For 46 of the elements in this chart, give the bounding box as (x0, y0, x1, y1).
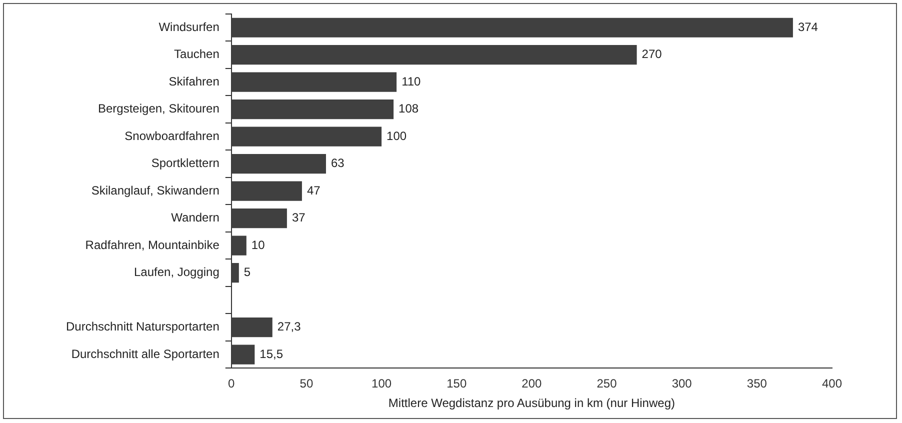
bar (231, 236, 246, 256)
data-label: 10 (251, 238, 266, 252)
bar (231, 154, 326, 174)
data-label: 108 (398, 102, 419, 116)
y-tick-label: Durchschnitt alle Sportarten (71, 346, 220, 361)
data-label: 270 (642, 47, 662, 62)
x-tick-label: 100 (372, 376, 392, 391)
bar (231, 208, 287, 228)
x-tick-label: 0 (228, 376, 236, 391)
data-label: 100 (386, 128, 407, 143)
bar (231, 126, 382, 146)
data-label: 110 (402, 74, 422, 88)
x-tick-label: 200 (522, 376, 542, 391)
bar (231, 318, 272, 338)
x-tick-label: 400 (822, 376, 842, 391)
y-tick-label: Radfahren, Mountainbike (85, 238, 220, 252)
bar (231, 100, 394, 120)
y-tick-label: Skilanglauf, Skiwandern (91, 183, 220, 198)
data-label: 374 (798, 20, 818, 34)
data-label: 5 (244, 265, 251, 280)
y-tick-label: Wandern (171, 210, 220, 225)
y-tick-label: Windsurfen (158, 20, 220, 34)
bar (231, 18, 793, 38)
y-tick-label: Durchschnitt Natursportarten (66, 320, 220, 334)
x-axis-title: Mittlere Wegdistanz pro Ausübung in km (nur Hinweg) (388, 396, 675, 410)
x-tick-label: 300 (672, 376, 692, 391)
y-tick-label: Skifahren (168, 74, 220, 88)
y-tick-label: Bergsteigen, Skitouren (98, 102, 220, 116)
bar (231, 181, 302, 201)
data-label: 47 (306, 183, 321, 198)
y-tick-label: Snowboardfahren (124, 128, 220, 143)
data-label: 15,5 (260, 346, 284, 361)
data-label: 27,3 (277, 320, 302, 334)
data-label: 37 (292, 210, 306, 225)
x-tick-label: 150 (446, 376, 467, 391)
bar (231, 344, 255, 364)
y-tick-label: Tauchen (174, 47, 220, 62)
bar (231, 45, 637, 65)
x-tick-label: 250 (596, 376, 618, 391)
x-tick-label: 350 (746, 376, 768, 391)
x-tick-label: 50 (300, 376, 314, 391)
bar (231, 72, 397, 92)
y-tick-label: Laufen, Jogging (134, 265, 220, 280)
y-tick-label: Sportklettern (151, 156, 220, 170)
data-label: 63 (330, 156, 345, 170)
bar (231, 263, 239, 283)
